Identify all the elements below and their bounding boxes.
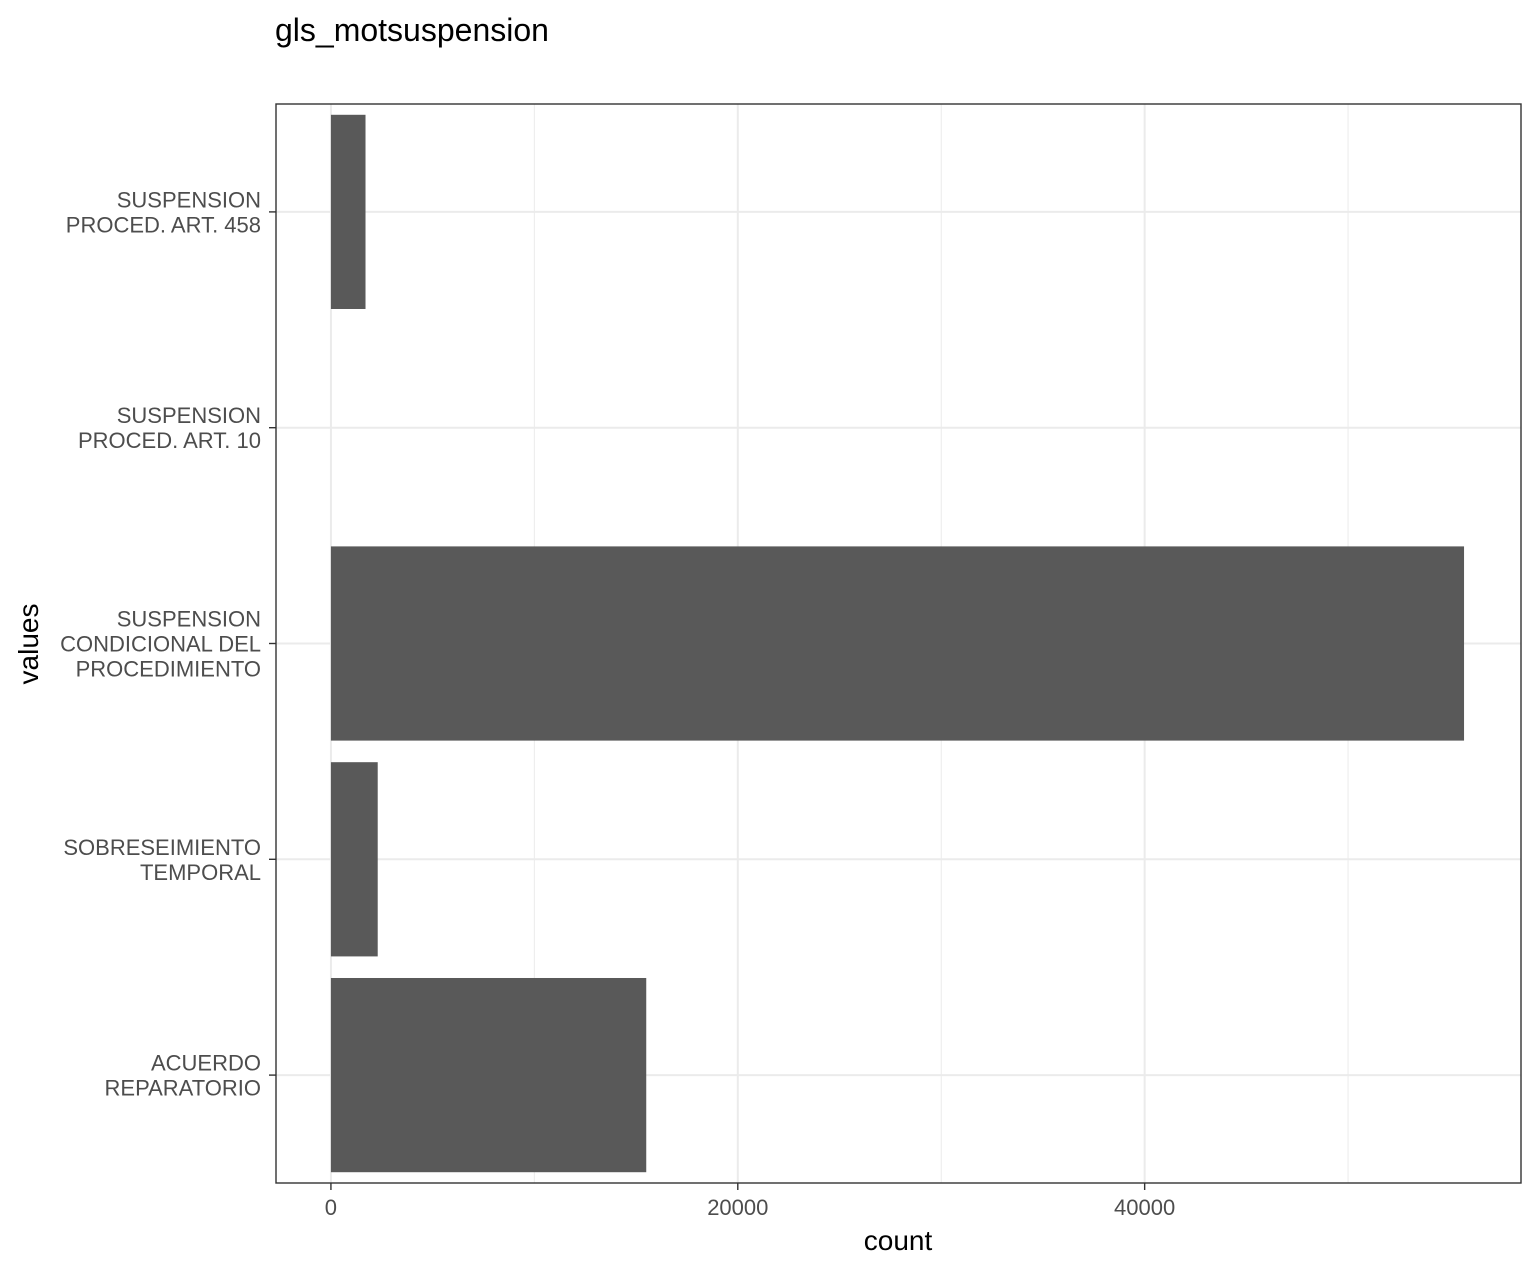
x-tick-label: 0 — [325, 1195, 337, 1220]
y-tick-label-line: REPARATORIO — [105, 1076, 261, 1101]
y-tick-label-line: ACUERDO — [151, 1051, 261, 1076]
y-tick-label-line: SUSPENSION — [117, 403, 261, 428]
y-tick-label-line: CONDICIONAL DEL — [60, 632, 261, 657]
x-tick-label: 20000 — [707, 1195, 768, 1220]
chart-title: gls_motsuspension — [275, 12, 549, 48]
y-tick-label-line: PROCEDIMIENTO — [76, 657, 261, 682]
bar — [330, 762, 378, 957]
y-tick-label-line: PROCED. ART. 10 — [78, 428, 261, 453]
bar — [330, 977, 647, 1173]
x-axis: 0 20000 40000 — [325, 1183, 1175, 1220]
y-tick-label: SOBRESEIMIENTO TEMPORAL — [63, 835, 261, 885]
x-axis-title: count — [864, 1225, 933, 1256]
y-axis-title: values — [13, 604, 44, 685]
y-tick-label: SUSPENSION PROCED. ART. 458 — [66, 187, 261, 237]
y-tick-label-line: PROCED. ART. 458 — [66, 212, 261, 237]
y-tick-label: SUSPENSION CONDICIONAL DEL PROCEDIMIENTO — [60, 607, 261, 682]
y-tick-label-line: SUSPENSION — [117, 607, 261, 632]
bars — [330, 114, 1465, 1173]
y-tick-label-line: TEMPORAL — [140, 860, 261, 885]
x-tick-label: 40000 — [1114, 1195, 1175, 1220]
y-tick-label: SUSPENSION PROCED. ART. 10 — [78, 403, 261, 453]
y-axis: ACUERDO REPARATORIO SOBRESEIMIENTO TEMPORAL… — [60, 187, 276, 1101]
bar — [330, 546, 1465, 741]
y-tick-label-line: SOBRESEIMIENTO — [63, 835, 261, 860]
y-tick-label-line: SUSPENSION — [117, 187, 261, 212]
y-tick-label: ACUERDO REPARATORIO — [105, 1051, 261, 1101]
bar — [330, 114, 366, 310]
